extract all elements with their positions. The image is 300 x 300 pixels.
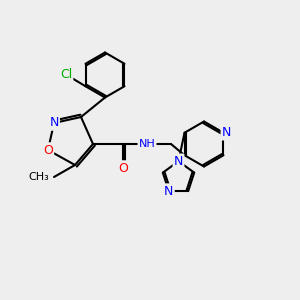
Text: O: O xyxy=(43,143,53,157)
Text: N: N xyxy=(222,126,231,139)
Text: N: N xyxy=(49,116,59,130)
Text: N: N xyxy=(164,184,173,198)
Text: O: O xyxy=(118,161,128,175)
Text: Cl: Cl xyxy=(60,68,72,81)
Text: CH₃: CH₃ xyxy=(29,172,50,182)
Text: NH: NH xyxy=(139,139,155,149)
Text: N: N xyxy=(174,155,183,168)
